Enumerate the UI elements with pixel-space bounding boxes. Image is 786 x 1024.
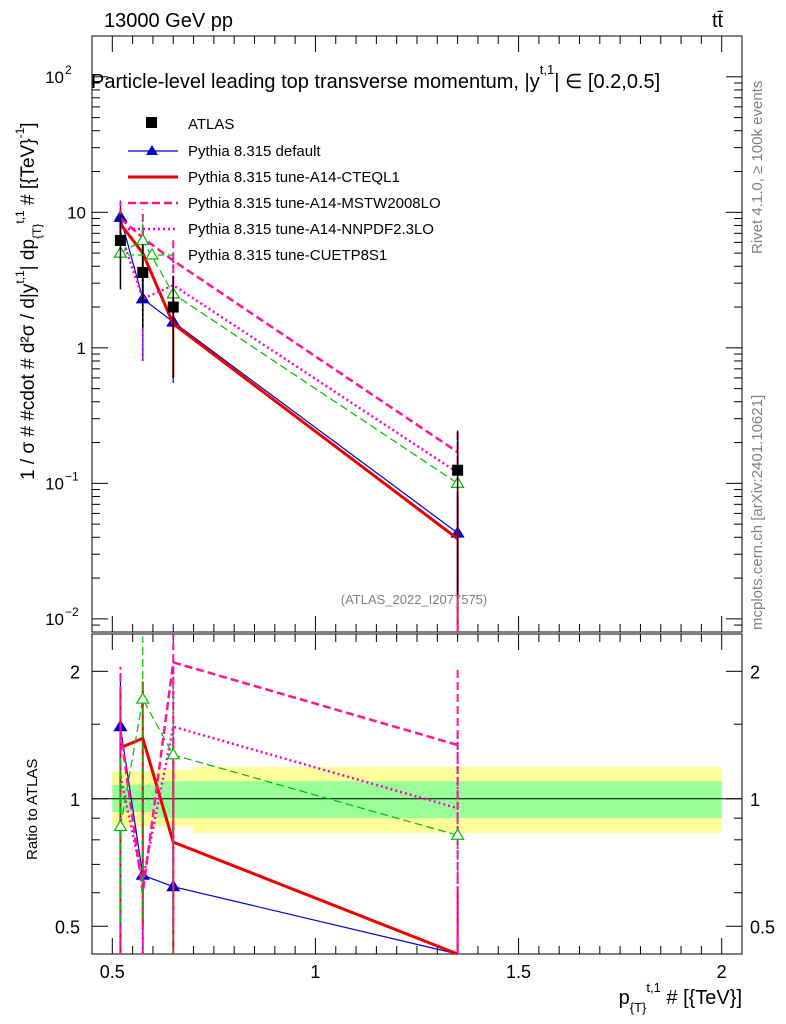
plot-title: Particle-level leading top transverse mo… [91,62,660,93]
ratio-line-default [119,726,458,955]
ratio-uncertainty-bands [92,766,742,834]
legend-label-cuetp: Pythia 8.315 tune-CUETP8S1 [188,247,387,264]
analysis-watermark: (ATLAS_2022_I2077575) [341,592,487,607]
main-line-cuetp [120,239,458,484]
legend-marker-cuetp [144,247,160,260]
ratio-y-tick-label-right: 1 [750,790,760,810]
atlas-data-point [137,266,149,278]
ratio-y-tick-label: 0.5 [55,917,80,937]
energy-label: 13000 GeV pp [104,10,233,32]
main-y-tick-label: 10 [67,203,86,222]
main-y-tick-label: 10 [45,68,64,87]
process-label: tt̄ [712,10,724,32]
ratio-series [113,634,465,956]
ratio-y-tick-label: 2 [70,662,80,682]
legend-label-atlas: ATLAS [188,116,234,133]
main-line-cteql1 [119,223,459,540]
main-line-default [119,217,458,534]
legend-label-nnpdf: Pythia 8.315 tune-A14-NNPDF2.3LO [188,221,434,238]
main-y-axis-label: 1 / σ # #cdot # d²σ / d|yt,1| dp{T}t,1 #… [13,122,44,480]
atlas-data-point [114,234,126,246]
main-y-tick-label: 10 [45,474,64,493]
atlas-data-point [167,301,179,313]
ratio-marker-cuetp [450,828,465,840]
ratio-line-cuetp [119,697,458,836]
ratio-band-inner-2 [157,781,194,819]
main-y-tick-label: 10 [45,610,64,629]
ratio-y-tick-label-right: 0.5 [750,917,775,937]
mcplots-label: mcplots.cern.ch [arXiv:2401.10621] [749,395,766,630]
main-series [113,200,465,632]
ratio-marker-cuetp [135,691,150,704]
legend-label-mstw: Pythia 8.315 tune-A14-MSTW2008LO [188,195,441,212]
x-tick-label: 2 [717,962,727,982]
main-y-tick-exponent: 2 [65,63,72,77]
ratio-axis-ticks: 0.5 0.5 1 1 2 2 0.5 1 1.5 2 [55,634,775,982]
legend-marker-atlas [146,117,157,128]
ratio-y-axis-label: Ratio to ATLAS [24,759,41,860]
ratio-line-nnpdf [119,725,458,882]
main-marker-cuetp [135,233,150,246]
rivet-version-label: Rivet 4.1.0, ≥ 100k events [749,81,766,254]
x-tick-label: 1.5 [506,962,531,982]
ratio-y-tick-label: 1 [70,790,80,810]
ratio-marker-cuetp [113,819,128,832]
x-axis-label: p{T}t,1 # [{TeV}] [619,980,742,1015]
legend-marker-default [146,145,158,155]
main-y-tick-label: 1 [77,339,86,358]
main-y-tick-exponent: −1 [65,469,79,483]
atlas-data-point [452,464,464,476]
x-tick-label: 1 [310,962,320,982]
main-line-nnpdf [119,232,459,474]
x-tick-label: 0.5 [100,962,125,982]
ratio-line-cteql1 [119,736,459,956]
legend-label-cteql1: Pythia 8.315 tune-A14-CTEQL1 [188,169,400,186]
atlas-data-points [114,214,464,596]
legend: ATLAS Pythia 8.315 default Pythia 8.315 … [128,116,441,264]
main-line-mstw [119,217,459,454]
legend-label-default: Pythia 8.315 default [188,143,321,160]
main-y-tick-exponent: −2 [65,605,79,619]
ratio-marker-cuetp [166,747,181,760]
ratio-y-tick-label-right: 2 [750,662,760,682]
ratio-line-mstw [119,660,458,893]
